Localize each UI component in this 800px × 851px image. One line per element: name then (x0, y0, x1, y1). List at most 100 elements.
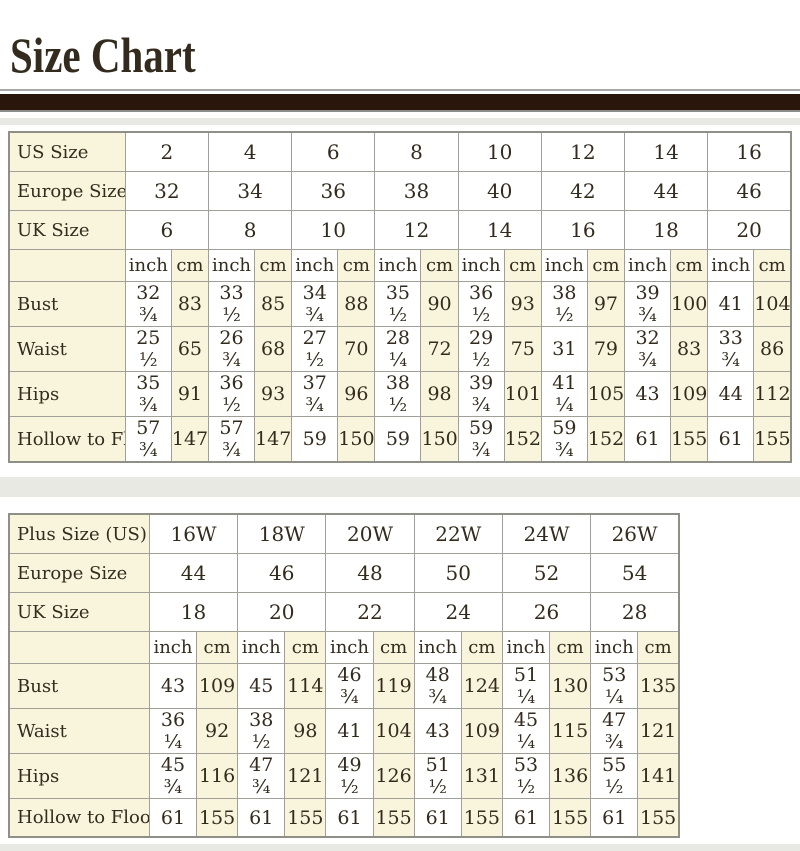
size-row: US Size 2 4 6 8 10 12 14 16 (8, 131, 792, 172)
cm-value-cell: 92 (196, 708, 239, 754)
size-value-cell: 18 (148, 592, 239, 632)
inch-value-cell: 61 (590, 798, 639, 838)
row-label-cell: UK Size (8, 592, 150, 632)
size-value-cell: 38 (374, 171, 459, 211)
size-value-cell: 36 (291, 171, 376, 211)
size-value-cell: 16 (540, 210, 625, 250)
size-value-cell: 10 (291, 210, 376, 250)
cm-value-cell: 72 (420, 326, 459, 372)
size-value-cell: 6 (124, 210, 209, 250)
inch-value-cell: 39 ¾ (457, 371, 505, 417)
inch-value-cell: 33 ½ (207, 281, 256, 327)
cm-value-cell: 135 (637, 663, 680, 709)
background-band-top (0, 118, 800, 125)
size-value-cell: 40 (457, 171, 542, 211)
cm-value-cell: 150 (420, 416, 459, 463)
inch-value-cell: 36 ½ (207, 371, 256, 417)
size-value-cell: 32 (124, 171, 209, 211)
row-label-cell: Waist (8, 326, 126, 372)
cm-value-cell: 104 (372, 708, 415, 754)
inch-value-cell: 31 (540, 326, 588, 372)
row-label-cell: Bust (8, 281, 126, 327)
unit-cm-cell: cm (503, 249, 542, 282)
size-value-cell: 8 (374, 131, 459, 172)
size-value-cell: 26 (501, 592, 592, 632)
divider-line (0, 89, 800, 91)
size-value-cell: 14 (623, 131, 709, 172)
cm-value-cell: 83 (670, 326, 709, 372)
inch-value-cell: 61 (413, 798, 462, 838)
measure-row: Bust 32 ¾ 83 33 ½ 85 34 ¾ 88 35 ½ 90 36 ½ 93 38 ½ 97… (8, 281, 792, 327)
inch-value-cell: 35 ¾ (124, 371, 172, 417)
cm-value-cell: 155 (753, 416, 792, 463)
measure-row: Waist 25 ½ 65 26 ¾ 68 27 ½ 70 28 ¼ 72 29 ½ 75 31 79 3… (8, 326, 792, 372)
cm-value-cell: 86 (753, 326, 792, 372)
cm-value-cell: 98 (420, 371, 459, 417)
size-value-cell: 44 (623, 171, 709, 211)
cm-value-cell: 96 (337, 371, 376, 417)
inch-value-cell: 59 (291, 416, 339, 463)
unit-inch-cell: inch (291, 249, 339, 282)
cm-value-cell: 85 (254, 281, 293, 327)
unit-inch-cell: inch (501, 631, 551, 664)
size-value-cell: 16 (707, 131, 792, 172)
size-value-cell: 24 (413, 592, 503, 632)
cm-value-cell: 121 (637, 708, 680, 754)
inch-value-cell: 61 (707, 416, 755, 463)
cm-value-cell: 152 (586, 416, 625, 463)
cm-value-cell: 79 (586, 326, 625, 372)
inch-value-cell: 59 ¾ (457, 416, 505, 463)
size-row: Plus Size (US) 16W 18W 20W 22W 24W 26W (8, 513, 680, 554)
inch-value-cell: 59 (374, 416, 422, 463)
unit-inch-cell: inch (237, 631, 286, 664)
cm-value-cell: 124 (460, 663, 503, 709)
unit-inch-cell: inch (124, 249, 172, 282)
row-label-cell: Bust (8, 663, 150, 709)
cm-value-cell: 116 (196, 753, 239, 799)
inch-value-cell: 61 (501, 798, 551, 838)
inch-value-cell: 53 ¼ (590, 663, 639, 709)
row-label-cell: Europe Size (8, 171, 126, 211)
cm-value-cell: 100 (670, 281, 709, 327)
cm-value-cell: 150 (337, 416, 376, 463)
inch-value-cell: 26 ¾ (207, 326, 256, 372)
cm-value-cell: 136 (549, 753, 592, 799)
size-value-cell: 44 (148, 553, 239, 593)
cm-value-cell: 68 (254, 326, 293, 372)
inch-value-cell: 41 (325, 708, 374, 754)
unit-cm-cell: cm (670, 249, 709, 282)
cm-value-cell: 97 (586, 281, 625, 327)
inch-value-cell: 53 ½ (501, 753, 551, 799)
inch-value-cell: 61 (237, 798, 286, 838)
inch-value-cell: 45 ¼ (501, 708, 551, 754)
cm-value-cell: 83 (170, 281, 209, 327)
unit-inch-cell: inch (148, 631, 198, 664)
cm-value-cell: 93 (503, 281, 542, 327)
cm-value-cell: 90 (420, 281, 459, 327)
standard-size-table: US Size 2 4 6 8 10 12 14 16 Europe Size 32 34 36 38 40… (8, 131, 792, 463)
unit-cm-cell: cm (586, 249, 625, 282)
size-value-cell: 14 (457, 210, 542, 250)
unit-inch-cell: inch (590, 631, 639, 664)
row-label-cell: Hips (8, 753, 150, 799)
inch-value-cell: 44 (707, 371, 755, 417)
size-value-cell: 34 (207, 171, 293, 211)
inch-value-cell: 43 (623, 371, 672, 417)
unit-inch-cell: inch (207, 249, 256, 282)
cm-value-cell: 112 (753, 371, 792, 417)
cm-value-cell: 65 (170, 326, 209, 372)
cm-value-cell: 101 (503, 371, 542, 417)
size-value-cell: 12 (540, 131, 625, 172)
cm-value-cell: 141 (637, 753, 680, 799)
unit-cm-cell: cm (284, 631, 327, 664)
unit-inch-cell: inch (623, 249, 672, 282)
row-label-cell: Waist (8, 708, 150, 754)
row-label-cell: US Size (8, 131, 126, 172)
inch-value-cell: 47 ¾ (237, 753, 286, 799)
inch-value-cell: 45 (237, 663, 286, 709)
size-row: UK Size 18 20 22 24 26 28 (8, 592, 680, 632)
size-value-cell: 48 (325, 553, 415, 593)
cm-value-cell: 155 (637, 798, 680, 838)
cm-value-cell: 114 (284, 663, 327, 709)
inch-value-cell: 61 (325, 798, 374, 838)
